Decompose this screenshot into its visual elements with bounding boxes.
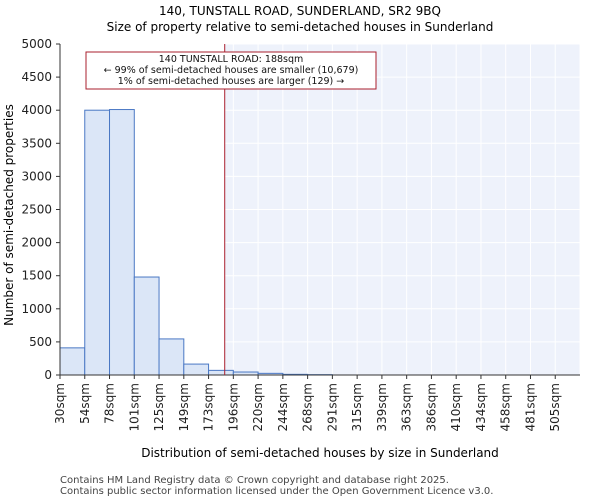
x-tick-label: 220sqm xyxy=(251,383,265,431)
x-tick-label: 386sqm xyxy=(424,383,438,431)
bar xyxy=(134,277,159,375)
y-tick-label: 4000 xyxy=(21,103,52,117)
footer-line1: Contains HM Land Registry data © Crown c… xyxy=(60,475,449,486)
x-tick-label: 30sqm xyxy=(53,383,67,424)
plot-area: 0 500 1000 1500 2000 2500 3000 3500 4000 4500 5000… xyxy=(21,37,580,431)
y-tick-label: 2500 xyxy=(21,203,52,217)
y-tick-label: 3500 xyxy=(21,136,52,150)
y-tick-label: 2000 xyxy=(21,236,52,250)
annotation-line1: 140 TUNSTALL ROAD: 188sqm xyxy=(159,54,304,65)
y-tick-label: 0 xyxy=(44,368,52,382)
x-tick-label: 315sqm xyxy=(350,383,364,431)
annotation-line3: 1% of semi-detached houses are larger (1… xyxy=(118,76,345,87)
x-tick-label: 268sqm xyxy=(301,383,315,431)
annotation-line2: ← 99% of semi-detached houses are smalle… xyxy=(104,65,359,76)
x-tick-label: 339sqm xyxy=(375,383,389,431)
bar xyxy=(159,339,184,375)
x-tick-label: 410sqm xyxy=(449,383,463,431)
bar xyxy=(110,110,135,375)
chart-title-line1: 140, TUNSTALL ROAD, SUNDERLAND, SR2 9BQ xyxy=(159,4,441,18)
x-tick-label: 244sqm xyxy=(276,383,290,431)
x-tick-label: 458sqm xyxy=(499,383,513,431)
x-tick-label: 125sqm xyxy=(152,383,166,431)
bar xyxy=(60,348,85,375)
chart-title-line2: Size of property relative to semi-detach… xyxy=(107,20,494,34)
x-tick-label: 434sqm xyxy=(474,383,488,431)
bar xyxy=(209,370,234,375)
y-tick-label: 1500 xyxy=(21,269,52,283)
bar xyxy=(184,364,209,375)
y-tick-label: 5000 xyxy=(21,37,52,51)
bar xyxy=(85,110,110,375)
x-tick-label: 291sqm xyxy=(325,383,339,431)
x-tick-label: 505sqm xyxy=(548,383,562,431)
x-tick-label: 149sqm xyxy=(177,383,191,431)
x-axis-label: Distribution of semi-detached houses by … xyxy=(141,446,499,460)
y-tick-label: 4500 xyxy=(21,70,52,84)
x-tick-label: 78sqm xyxy=(103,383,117,424)
x-tick-label: 54sqm xyxy=(78,383,92,424)
x-tick-label: 173sqm xyxy=(202,383,216,431)
y-tick-label: 3000 xyxy=(21,169,52,183)
y-tick-label: 500 xyxy=(29,335,52,349)
y-tick-label: 1000 xyxy=(21,302,52,316)
x-tick-label: 101sqm xyxy=(127,383,141,431)
x-tick-label: 196sqm xyxy=(226,383,240,431)
x-tick-label: 481sqm xyxy=(523,383,537,431)
y-axis-label: Number of semi-detached properties xyxy=(2,104,16,326)
footer-line2: Contains public sector information licen… xyxy=(60,486,493,497)
x-tick-label: 363sqm xyxy=(400,383,414,431)
